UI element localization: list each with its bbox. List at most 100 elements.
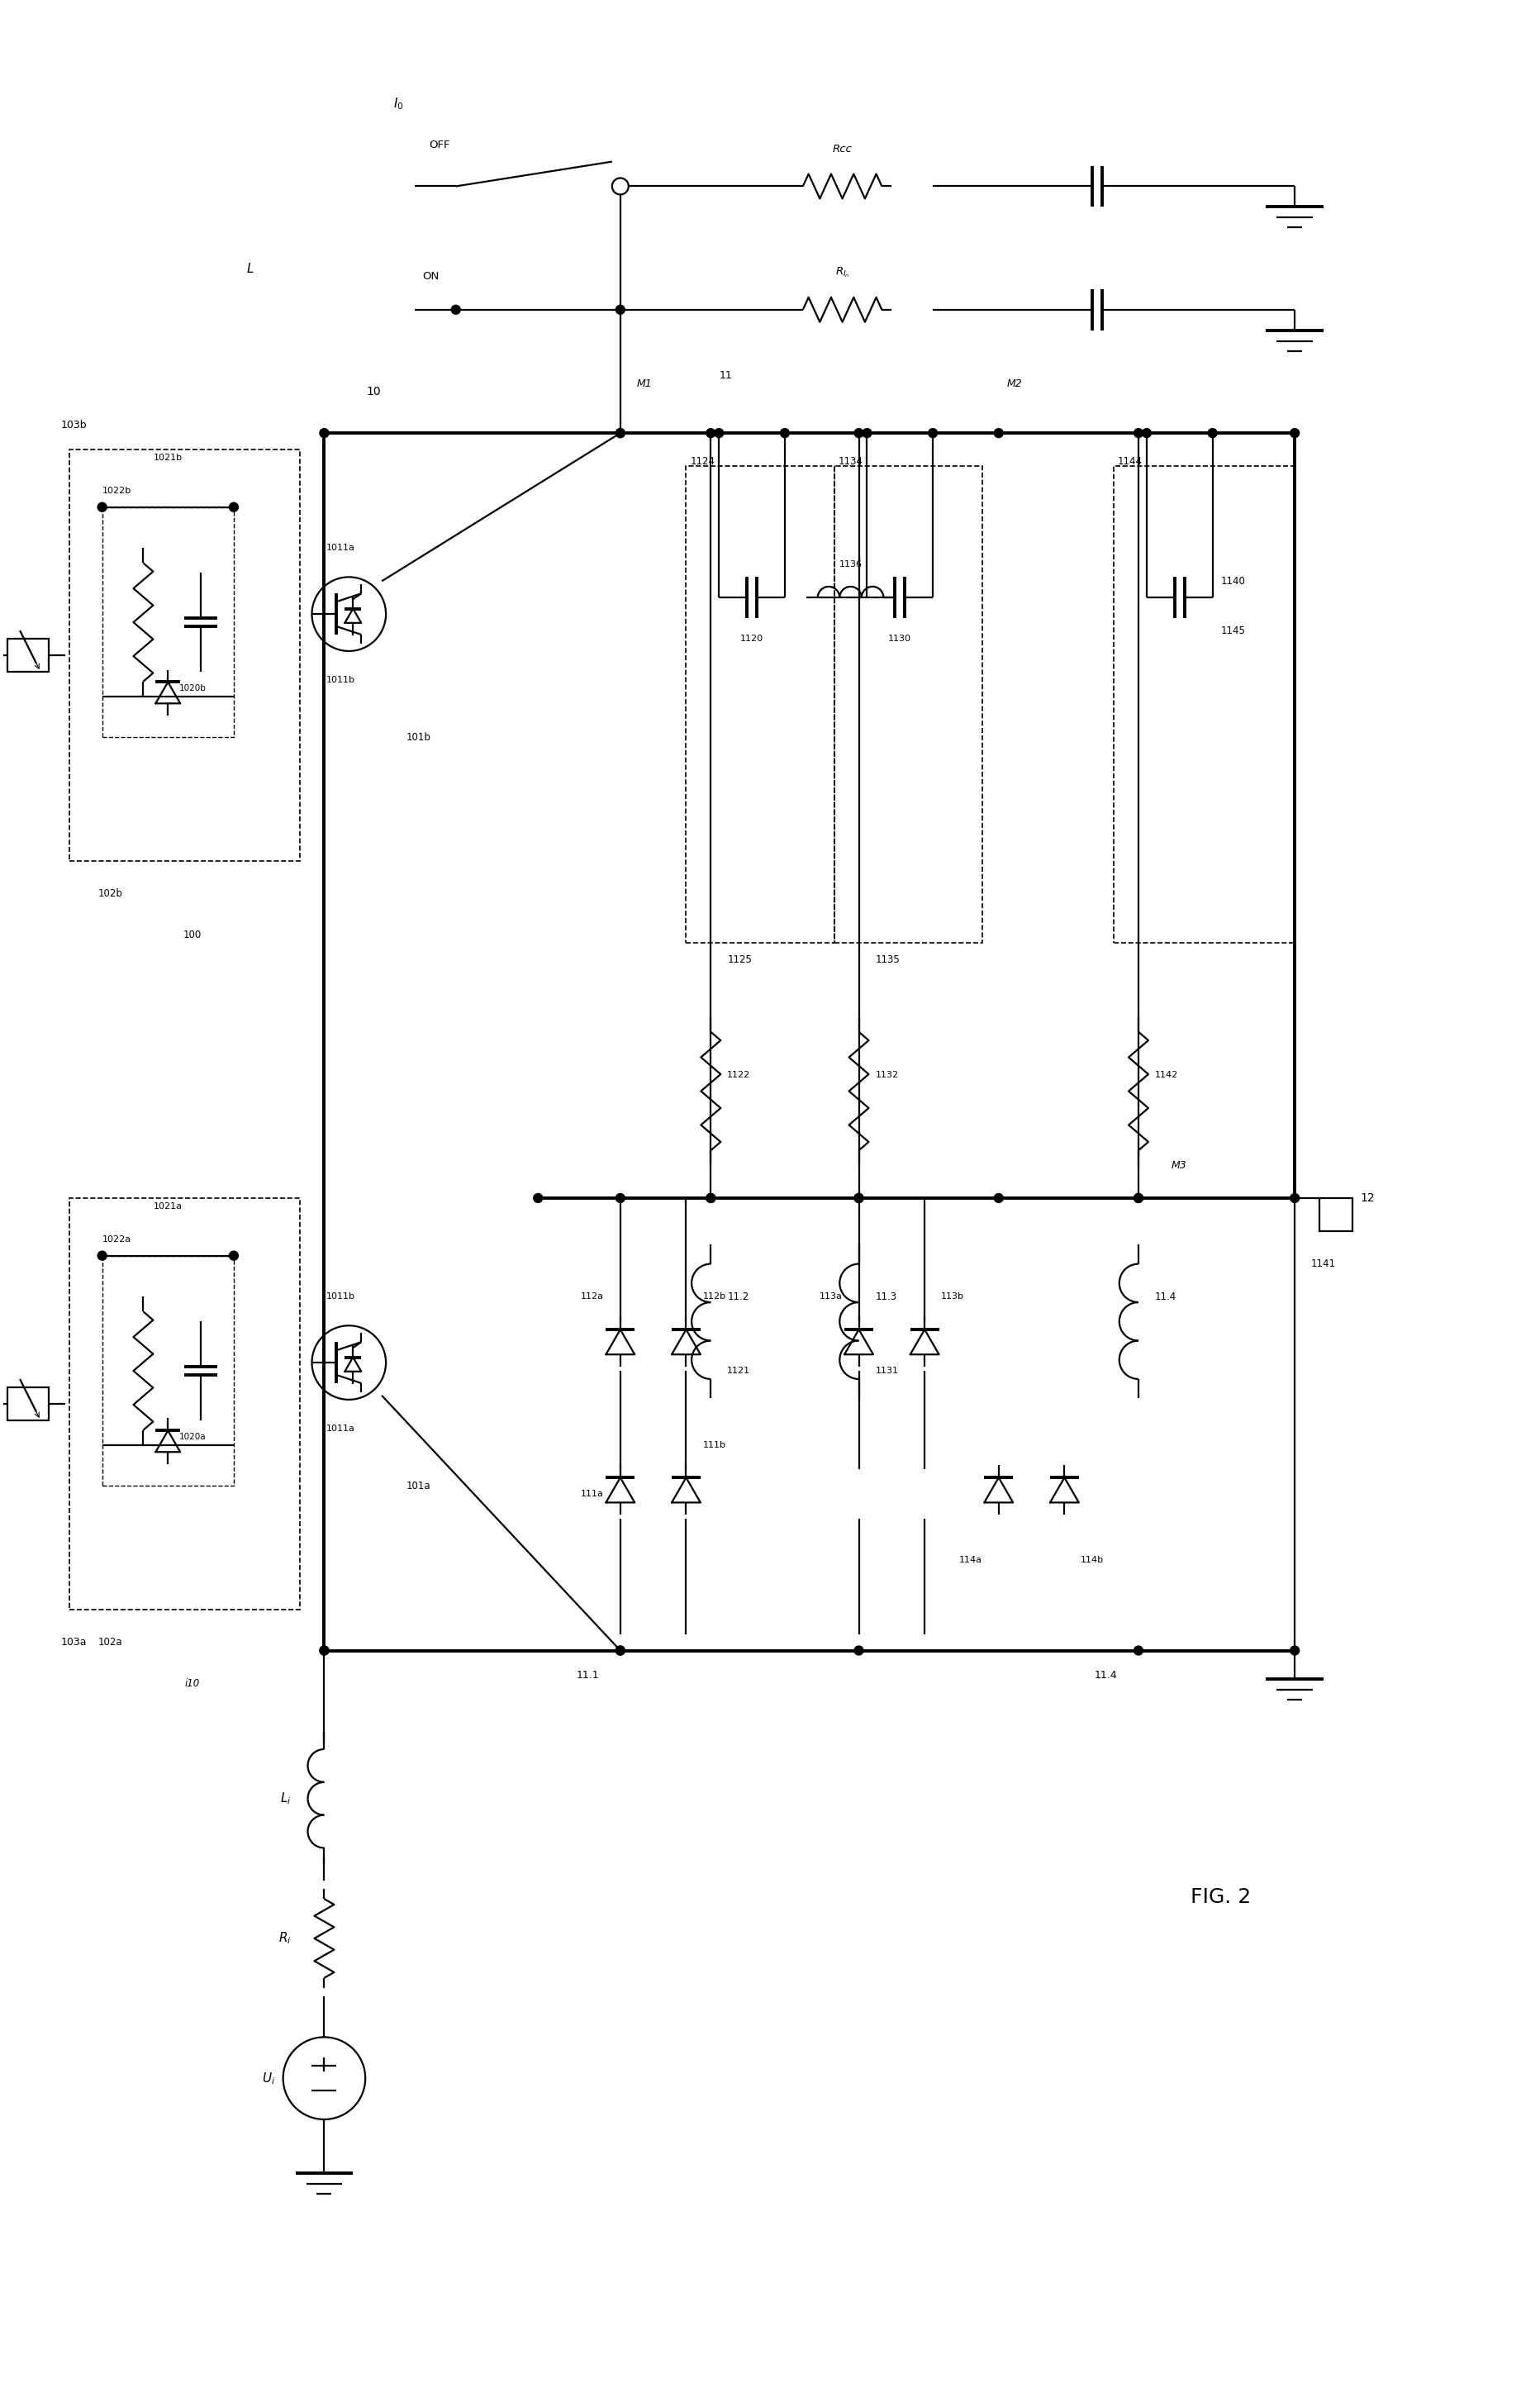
Circle shape xyxy=(853,1647,862,1656)
Text: 1131: 1131 xyxy=(875,1368,898,1375)
Text: 1142: 1142 xyxy=(1155,1070,1178,1079)
Circle shape xyxy=(533,1194,542,1203)
Text: ON: ON xyxy=(422,272,439,281)
Text: Rcc: Rcc xyxy=(832,143,852,155)
Text: 1121: 1121 xyxy=(727,1368,750,1375)
Text: 112a: 112a xyxy=(581,1292,604,1301)
Text: 1140: 1140 xyxy=(1220,577,1244,586)
Text: 101a: 101a xyxy=(407,1480,431,1492)
Circle shape xyxy=(616,305,625,315)
Text: 111b: 111b xyxy=(702,1442,725,1449)
Text: OFF: OFF xyxy=(428,141,450,150)
Text: 1011b: 1011b xyxy=(326,1292,354,1301)
Circle shape xyxy=(319,1647,328,1656)
Circle shape xyxy=(993,1194,1003,1203)
Circle shape xyxy=(1289,429,1298,438)
Circle shape xyxy=(1133,1647,1143,1656)
Text: 1011a: 1011a xyxy=(326,543,354,553)
Text: 1136: 1136 xyxy=(839,560,862,570)
Circle shape xyxy=(862,429,872,438)
Text: 10: 10 xyxy=(367,386,380,398)
Text: 114a: 114a xyxy=(958,1556,981,1563)
Text: 11.4: 11.4 xyxy=(1093,1670,1116,1680)
Circle shape xyxy=(927,429,936,438)
Text: 11.4: 11.4 xyxy=(1155,1292,1177,1301)
Circle shape xyxy=(1133,1194,1143,1203)
Text: 103a: 103a xyxy=(62,1637,86,1647)
Bar xyxy=(685,467,833,944)
Text: 11: 11 xyxy=(719,369,732,381)
Circle shape xyxy=(229,503,239,512)
Text: 11.3: 11.3 xyxy=(875,1292,896,1301)
Text: 102a: 102a xyxy=(99,1637,123,1647)
Circle shape xyxy=(1289,1194,1298,1203)
Bar xyxy=(8,1387,49,1420)
Text: $L_i$: $L_i$ xyxy=(280,1792,291,1806)
Circle shape xyxy=(853,1194,862,1203)
Circle shape xyxy=(705,1194,715,1203)
Circle shape xyxy=(319,1647,328,1656)
Circle shape xyxy=(616,429,625,438)
Bar xyxy=(1113,467,1294,944)
Text: 103b: 103b xyxy=(62,419,88,431)
Circle shape xyxy=(616,429,625,438)
Text: 1141: 1141 xyxy=(1311,1258,1335,1270)
Text: 1020b: 1020b xyxy=(179,684,206,691)
Circle shape xyxy=(779,429,788,438)
Text: FIG. 2: FIG. 2 xyxy=(1190,1887,1250,1906)
Circle shape xyxy=(319,429,328,438)
Bar xyxy=(8,639,49,672)
Text: 12: 12 xyxy=(1360,1192,1374,1203)
Text: 1120: 1120 xyxy=(739,634,764,643)
Text: 1125: 1125 xyxy=(727,953,752,965)
Bar xyxy=(833,467,981,944)
Text: $I_0$: $I_0$ xyxy=(393,95,403,112)
Text: M3: M3 xyxy=(1170,1161,1186,1170)
Circle shape xyxy=(705,1194,715,1203)
Bar xyxy=(102,508,234,736)
Text: 1011a: 1011a xyxy=(326,1425,354,1432)
Circle shape xyxy=(1133,429,1143,438)
Text: $R_i$: $R_i$ xyxy=(279,1930,291,1947)
Text: 100: 100 xyxy=(183,929,202,941)
Text: M1: M1 xyxy=(636,379,651,388)
Circle shape xyxy=(853,429,862,438)
Text: 1132: 1132 xyxy=(875,1070,898,1079)
Bar xyxy=(102,1256,234,1487)
Circle shape xyxy=(1133,1194,1143,1203)
Text: 114b: 114b xyxy=(1081,1556,1104,1563)
Text: 1124: 1124 xyxy=(690,458,715,467)
Text: 1022b: 1022b xyxy=(102,486,131,496)
Circle shape xyxy=(1289,1647,1298,1656)
Text: 1130: 1130 xyxy=(889,634,912,643)
Circle shape xyxy=(1207,429,1217,438)
Text: $R_{I_n}$: $R_{I_n}$ xyxy=(835,267,849,279)
Text: 1021b: 1021b xyxy=(154,453,182,462)
Text: 111a: 111a xyxy=(581,1489,604,1499)
Text: M2: M2 xyxy=(1006,379,1023,388)
Circle shape xyxy=(1141,429,1150,438)
Text: 1145: 1145 xyxy=(1220,624,1244,636)
Circle shape xyxy=(97,1251,106,1261)
Text: 1134: 1134 xyxy=(838,458,862,467)
Bar xyxy=(1318,1199,1352,1232)
Circle shape xyxy=(451,305,460,315)
Circle shape xyxy=(705,429,715,438)
Text: 112b: 112b xyxy=(702,1292,725,1301)
Text: 11.1: 11.1 xyxy=(576,1670,599,1680)
Text: 1020a: 1020a xyxy=(179,1432,206,1442)
Text: 1011b: 1011b xyxy=(326,677,354,684)
Text: 1022a: 1022a xyxy=(102,1234,131,1244)
Text: i10: i10 xyxy=(185,1678,200,1690)
Circle shape xyxy=(97,503,106,512)
Circle shape xyxy=(616,1647,625,1656)
Text: L: L xyxy=(246,262,254,274)
Circle shape xyxy=(611,179,628,195)
Text: 101b: 101b xyxy=(407,732,431,743)
Text: $U_i$: $U_i$ xyxy=(262,2071,274,2085)
Text: 102b: 102b xyxy=(99,889,123,898)
Text: 1135: 1135 xyxy=(875,953,899,965)
Circle shape xyxy=(611,179,628,195)
Circle shape xyxy=(616,1647,625,1656)
Bar xyxy=(69,1199,299,1609)
